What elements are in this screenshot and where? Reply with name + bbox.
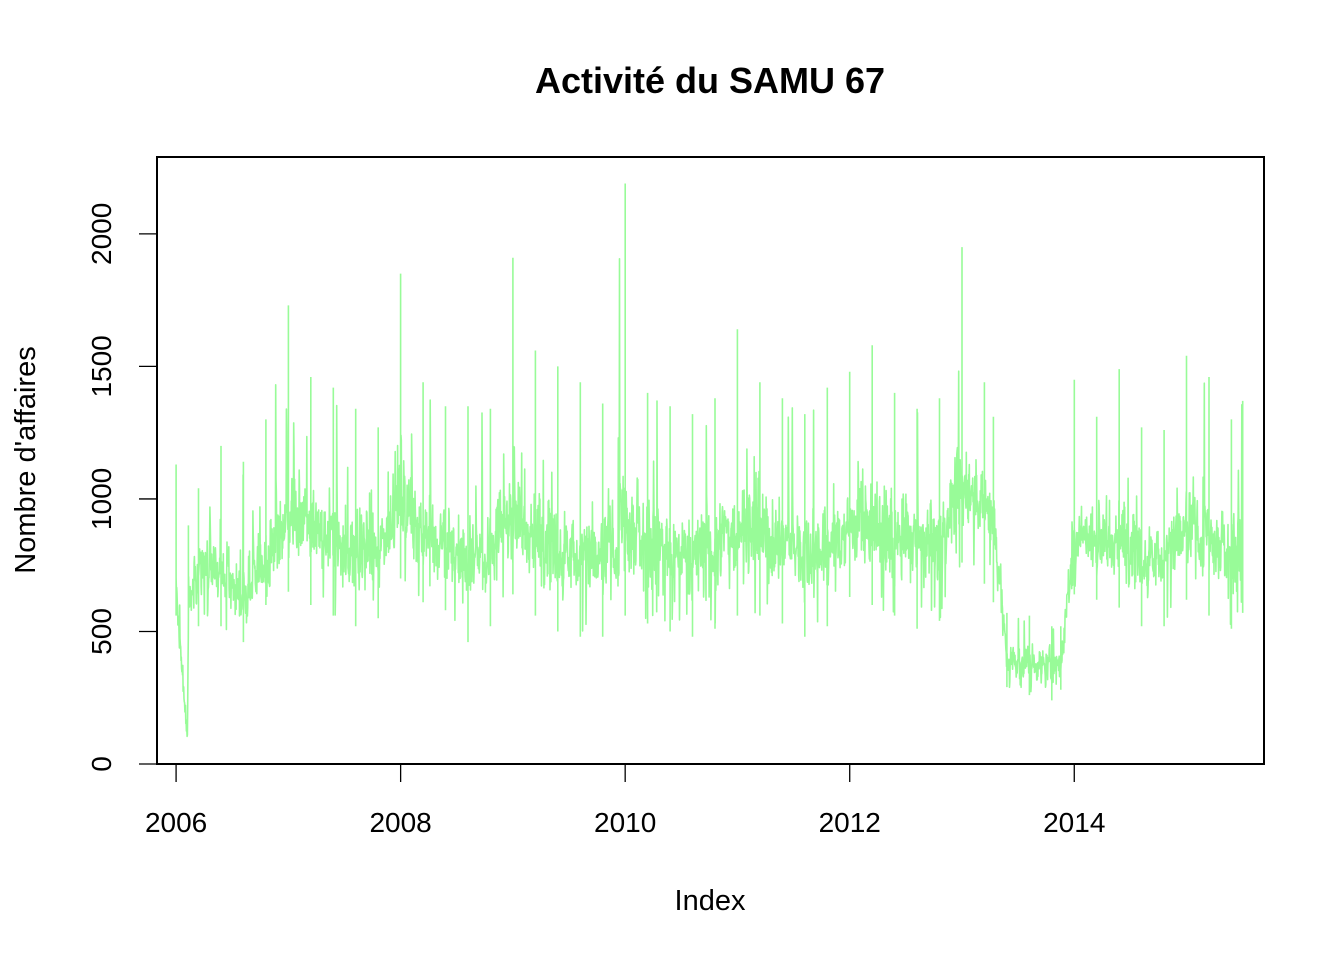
x-axis-label: Index — [675, 885, 746, 917]
x-tick-label: 2010 — [594, 807, 656, 838]
x-tick-label: 2006 — [145, 807, 207, 838]
y-tick-label: 0 — [86, 756, 117, 772]
x-axis: 2006 2008 2010 2012 2014 — [145, 763, 1105, 838]
y-tick-label: 1500 — [86, 335, 117, 397]
x-tick-label: 2014 — [1043, 807, 1105, 838]
y-tick-label: 500 — [86, 608, 117, 655]
chart-title: Activité du SAMU 67 — [535, 60, 885, 101]
x-tick-label: 2008 — [369, 807, 431, 838]
series-layer — [175, 183, 1244, 738]
y-axis: 0 500 1000 1500 2000 — [86, 203, 158, 772]
y-tick-label: 2000 — [86, 203, 117, 265]
y-tick-label: 1000 — [86, 468, 117, 530]
plot-frame — [156, 156, 1265, 765]
x-tick-label: 2012 — [819, 807, 881, 838]
y-axis-label: Nombre d'affaires — [10, 346, 42, 573]
series-line — [175, 183, 1244, 738]
